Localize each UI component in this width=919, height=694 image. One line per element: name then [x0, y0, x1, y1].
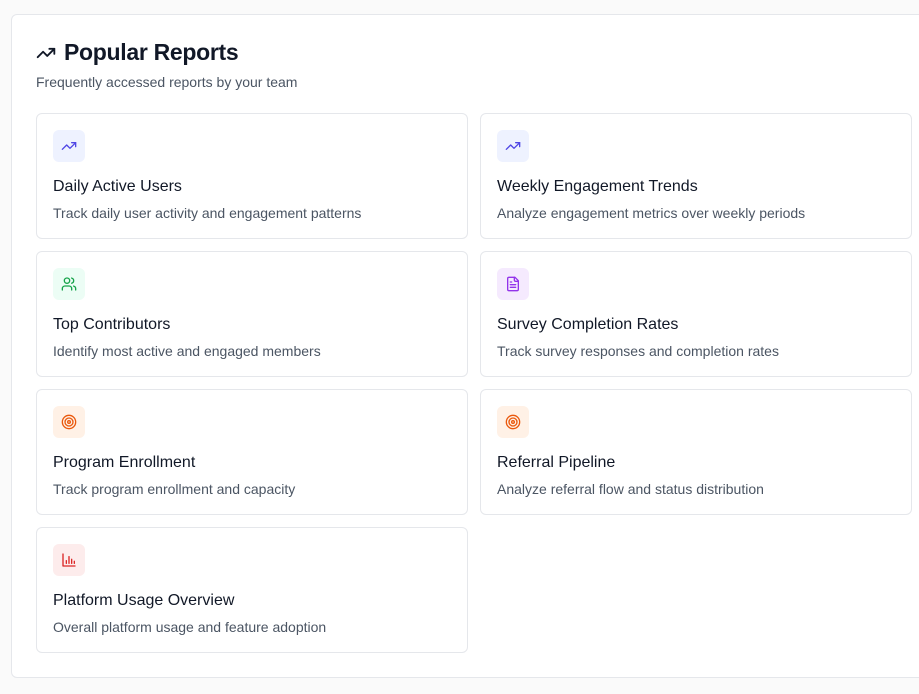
report-description: Track program enrollment and capacity	[53, 481, 296, 497]
users-icon	[53, 268, 85, 300]
file-text-icon	[497, 268, 529, 300]
trending-up-icon	[36, 43, 56, 63]
report-description: Analyze referral flow and status distrib…	[497, 481, 764, 497]
bar-chart-icon	[53, 544, 85, 576]
report-description: Analyze engagement metrics over weekly p…	[497, 205, 806, 221]
trending-up-icon	[53, 130, 85, 162]
report-card-daily-active-users[interactable]: Daily Active Users Track daily user acti…	[36, 113, 468, 239]
title-row: Popular Reports	[36, 39, 297, 66]
report-title: Platform Usage Overview	[53, 592, 235, 609]
report-title: Referral Pipeline	[497, 454, 616, 471]
report-description: Overall platform usage and feature adopt…	[53, 619, 327, 635]
report-description: Track survey responses and completion ra…	[497, 343, 779, 359]
page-subtitle: Frequently accessed reports by your team	[36, 74, 298, 90]
report-title: Top Contributors	[53, 316, 171, 333]
report-card-program-enrollment[interactable]: Program Enrollment Track program enrollm…	[36, 389, 468, 515]
popular-reports-panel: Popular Reports Frequently accessed repo…	[11, 14, 919, 678]
report-card-weekly-engagement-trends[interactable]: Weekly Engagement Trends Analyze engagem…	[480, 113, 912, 239]
trending-up-icon	[497, 130, 529, 162]
report-title: Program Enrollment	[53, 454, 196, 471]
report-description: Track daily user activity and engagement…	[53, 205, 362, 221]
report-title: Daily Active Users	[53, 178, 182, 195]
page-title: Popular Reports	[64, 39, 239, 65]
target-icon	[497, 406, 529, 438]
report-card-referral-pipeline[interactable]: Referral Pipeline Analyze referral flow …	[480, 389, 912, 515]
report-description: Identify most active and engaged members	[53, 343, 321, 359]
panel-header: Popular Reports Frequently accessed repo…	[36, 39, 297, 90]
target-icon	[53, 406, 85, 438]
report-card-survey-completion-rates[interactable]: Survey Completion Rates Track survey res…	[480, 251, 912, 377]
report-card-platform-usage-overview[interactable]: Platform Usage Overview Overall platform…	[36, 527, 468, 653]
report-title: Survey Completion Rates	[497, 316, 679, 333]
report-card-top-contributors[interactable]: Top Contributors Identify most active an…	[36, 251, 468, 377]
report-title: Weekly Engagement Trends	[497, 178, 698, 195]
